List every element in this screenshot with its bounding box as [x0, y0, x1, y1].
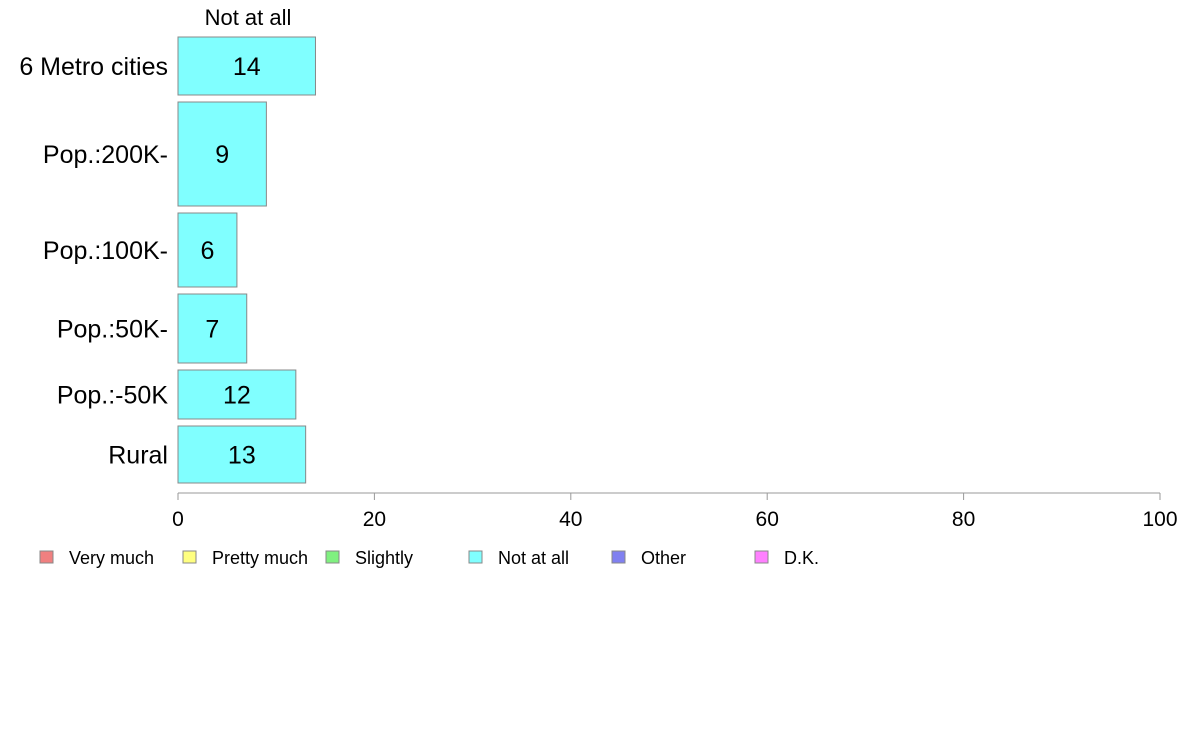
bar [177, 36, 316, 96]
category-label: Pop.:100K- [43, 237, 168, 265]
legend-label: Not at all [498, 548, 569, 568]
x-tick-label: 80 [952, 508, 975, 531]
category-labels: 6 Metro cities Pop.:200K- Pop.:100K- Pop.:5… [19, 53, 168, 470]
x-tick-label: 20 [363, 508, 386, 531]
legend-label: Very much [69, 548, 154, 568]
bar-value-label: 6 [201, 237, 215, 265]
legend-label: Other [641, 548, 686, 568]
bar [177, 293, 248, 364]
x-tick-label: 60 [756, 508, 779, 531]
legend-swatch [39, 550, 54, 564]
bar-value-label: 14 [233, 53, 261, 81]
legend-swatch [468, 550, 483, 564]
legend-swatch [325, 550, 340, 564]
bar [177, 369, 297, 420]
x-axis: 0 20 40 60 80 100 [172, 492, 1178, 531]
legend-swatch [182, 550, 197, 564]
legend-label: D.K. [784, 548, 819, 568]
legend-swatch [754, 550, 769, 564]
bar-value-label: 13 [228, 442, 256, 470]
bar-value-label: 7 [205, 316, 219, 344]
bar-value-label: 12 [223, 382, 251, 410]
category-label: Pop.:50K- [57, 316, 168, 344]
legend-label: Slightly [355, 548, 413, 568]
bar [177, 101, 267, 207]
legend: Very much Pretty much Slightly Not at all Ot… [39, 548, 819, 568]
x-tick-label: 40 [559, 508, 582, 531]
x-tick-label: 0 [172, 508, 184, 531]
bar [177, 425, 307, 484]
category-label: Pop.:-50K [57, 382, 169, 410]
legend-swatch [611, 550, 626, 564]
x-tick-label: 100 [1142, 508, 1177, 531]
column-header: Not at all [205, 5, 292, 30]
bar-value-label: 9 [215, 141, 229, 169]
category-label: 6 Metro cities [19, 53, 168, 81]
legend-label: Pretty much [212, 548, 308, 568]
bar-group: 14 9 6 7 12 13 [177, 36, 316, 484]
bar [177, 212, 238, 288]
category-label: Pop.:200K- [43, 141, 168, 169]
category-label: Rural [108, 442, 168, 470]
